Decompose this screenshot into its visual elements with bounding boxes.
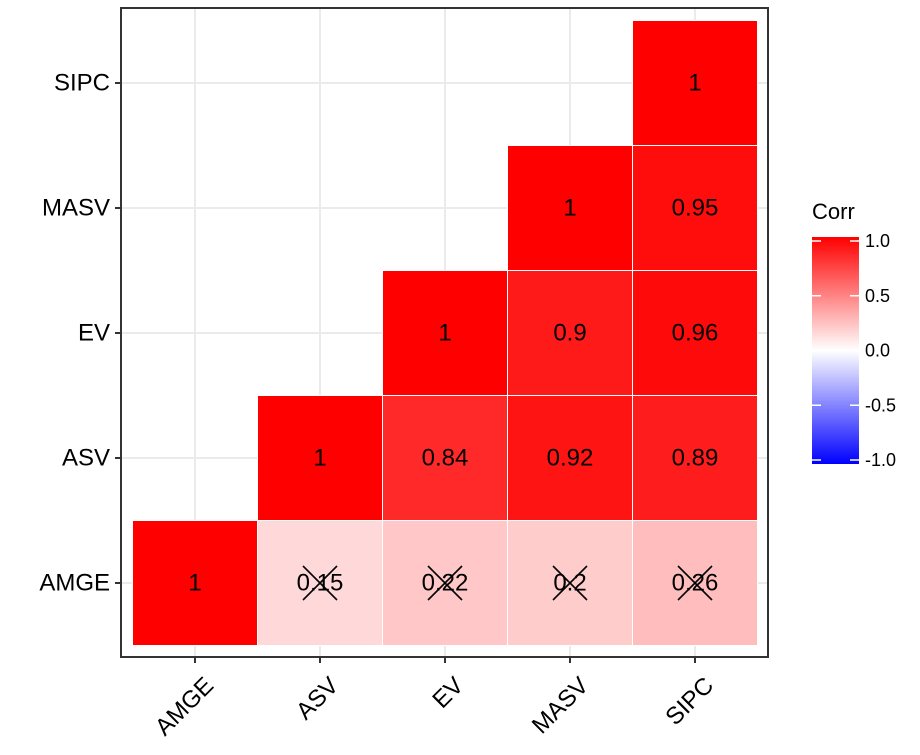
x-axis-tick-label: ASV xyxy=(291,672,344,725)
heatmap-tile xyxy=(507,145,633,271)
cell-value-label: 1 xyxy=(688,70,701,97)
heatmap-tile xyxy=(632,270,758,396)
legend-tick-label: -0.5 xyxy=(865,395,896,415)
x-axis-tick-label: MASV xyxy=(527,672,594,739)
cell-value-label: 1 xyxy=(438,320,451,347)
cell-value-label: 1 xyxy=(313,445,326,472)
cell-value-label: 0.96 xyxy=(672,320,719,347)
legend-tick-label: 0.0 xyxy=(865,341,890,361)
cell-value-label: 1 xyxy=(563,195,576,222)
heatmap-tile xyxy=(382,270,508,396)
insignificant-cross-marks xyxy=(302,565,713,601)
legend-ticks: 1.0 0.5 0.0 -0.5 -1.0 xyxy=(812,231,896,470)
cell-value-label: 1 xyxy=(188,570,201,597)
heatmap-tiles xyxy=(132,20,758,646)
cell-value-label: 0.84 xyxy=(422,445,469,472)
legend-title: Corr xyxy=(812,199,855,224)
y-axis-tick-label: SIPC xyxy=(54,70,110,97)
heatmap-tile xyxy=(257,395,383,521)
cross-mark-stroke xyxy=(302,565,338,601)
heatmap-tile xyxy=(632,395,758,521)
legend-tick-label: 1.0 xyxy=(865,231,890,251)
cell-value-label: 0.92 xyxy=(547,445,594,472)
y-axis-tick-label: ASV xyxy=(62,445,110,472)
x-axis-tick-label: EV xyxy=(427,672,469,714)
y-axis-tick-label: MASV xyxy=(42,195,110,222)
cell-value-label: 0.89 xyxy=(672,445,719,472)
cross-mark-stroke xyxy=(427,565,463,601)
heatmap-tile xyxy=(132,520,258,646)
cross-mark-stroke xyxy=(552,565,588,601)
y-axis-tick-label: EV xyxy=(78,320,110,347)
x-axis-tick-label: AMGE xyxy=(150,672,219,741)
heatmap-tile xyxy=(632,145,758,271)
y-axis-tick-label: AMGE xyxy=(39,570,110,597)
cell-value-label: 0.95 xyxy=(672,195,719,222)
cross-mark-stroke xyxy=(677,565,713,601)
x-axis-tick-label: SIPC xyxy=(660,672,719,731)
legend-tick-label: 0.5 xyxy=(865,286,890,306)
legend-tick-label: -1.0 xyxy=(865,450,896,470)
heatmap-tile xyxy=(632,20,758,146)
color-legend: Corr 1.0 0.5 0.0 -0.5 -1.0 xyxy=(812,199,896,470)
heatmap-tile xyxy=(382,395,508,521)
cell-value-label: 0.9 xyxy=(553,320,586,347)
